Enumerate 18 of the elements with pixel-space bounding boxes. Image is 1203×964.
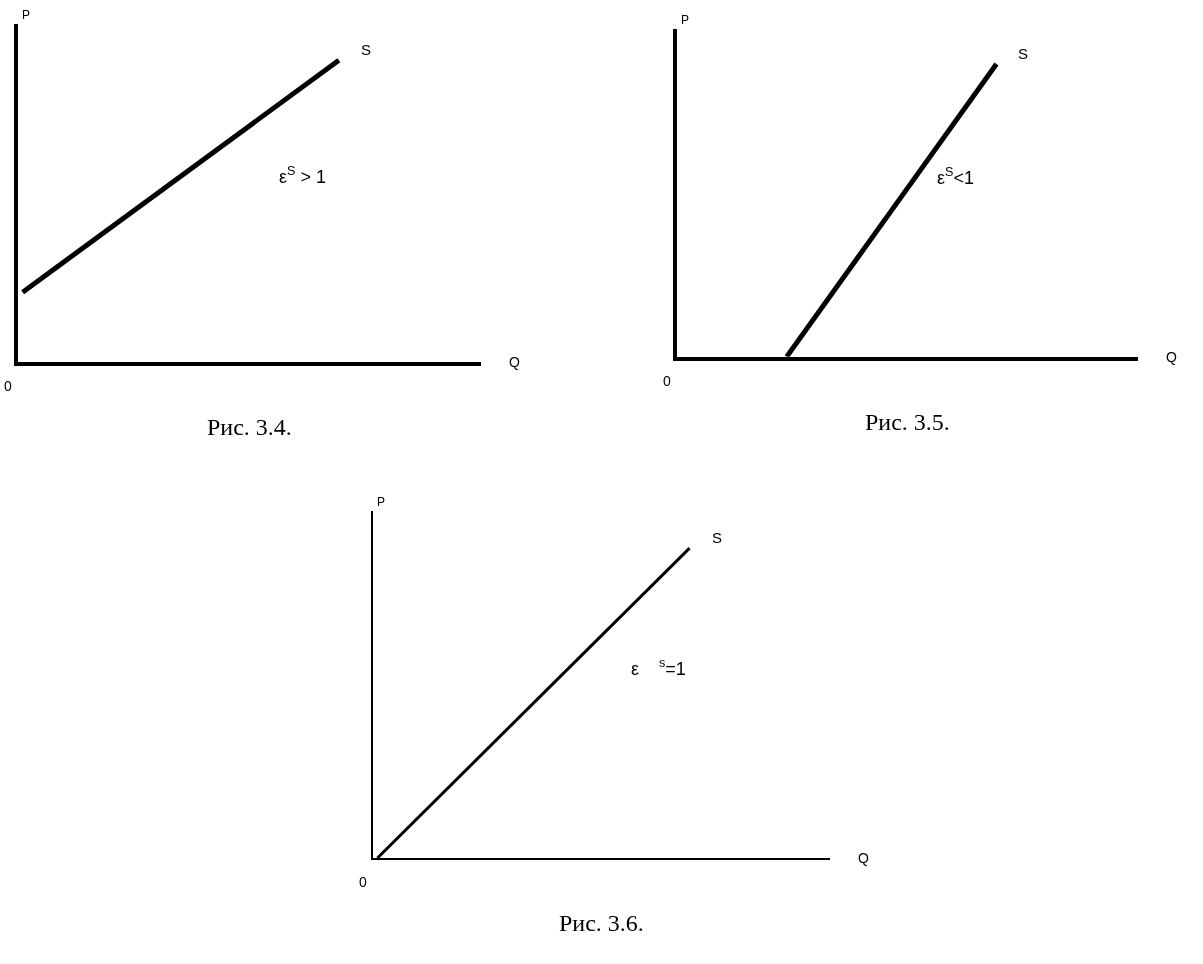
series-label: S: [361, 41, 372, 58]
text: 0: [359, 874, 367, 890]
annotation: ε $^{s}$=1: [631, 656, 686, 679]
y-axis-title: P: [377, 495, 386, 509]
text: 0: [4, 378, 12, 394]
text: 0: [663, 373, 671, 389]
x-axis-title: Q: [858, 850, 869, 866]
annotation: ε$^{S}$<1: [937, 165, 974, 188]
text: Рис. 3.5.: [865, 409, 950, 435]
series-label: S: [1018, 45, 1029, 62]
y-axis-title: P: [22, 8, 31, 22]
text: Рис. 3.4.: [207, 414, 292, 440]
text: Рис. 3.6.: [559, 910, 644, 936]
series-label: S: [712, 529, 723, 546]
y-axis-title: P: [681, 13, 690, 27]
x-axis-title: Q: [1166, 349, 1177, 365]
annotation: ε$^{S}$ > 1: [279, 164, 326, 187]
x-axis-title: Q: [509, 354, 520, 370]
